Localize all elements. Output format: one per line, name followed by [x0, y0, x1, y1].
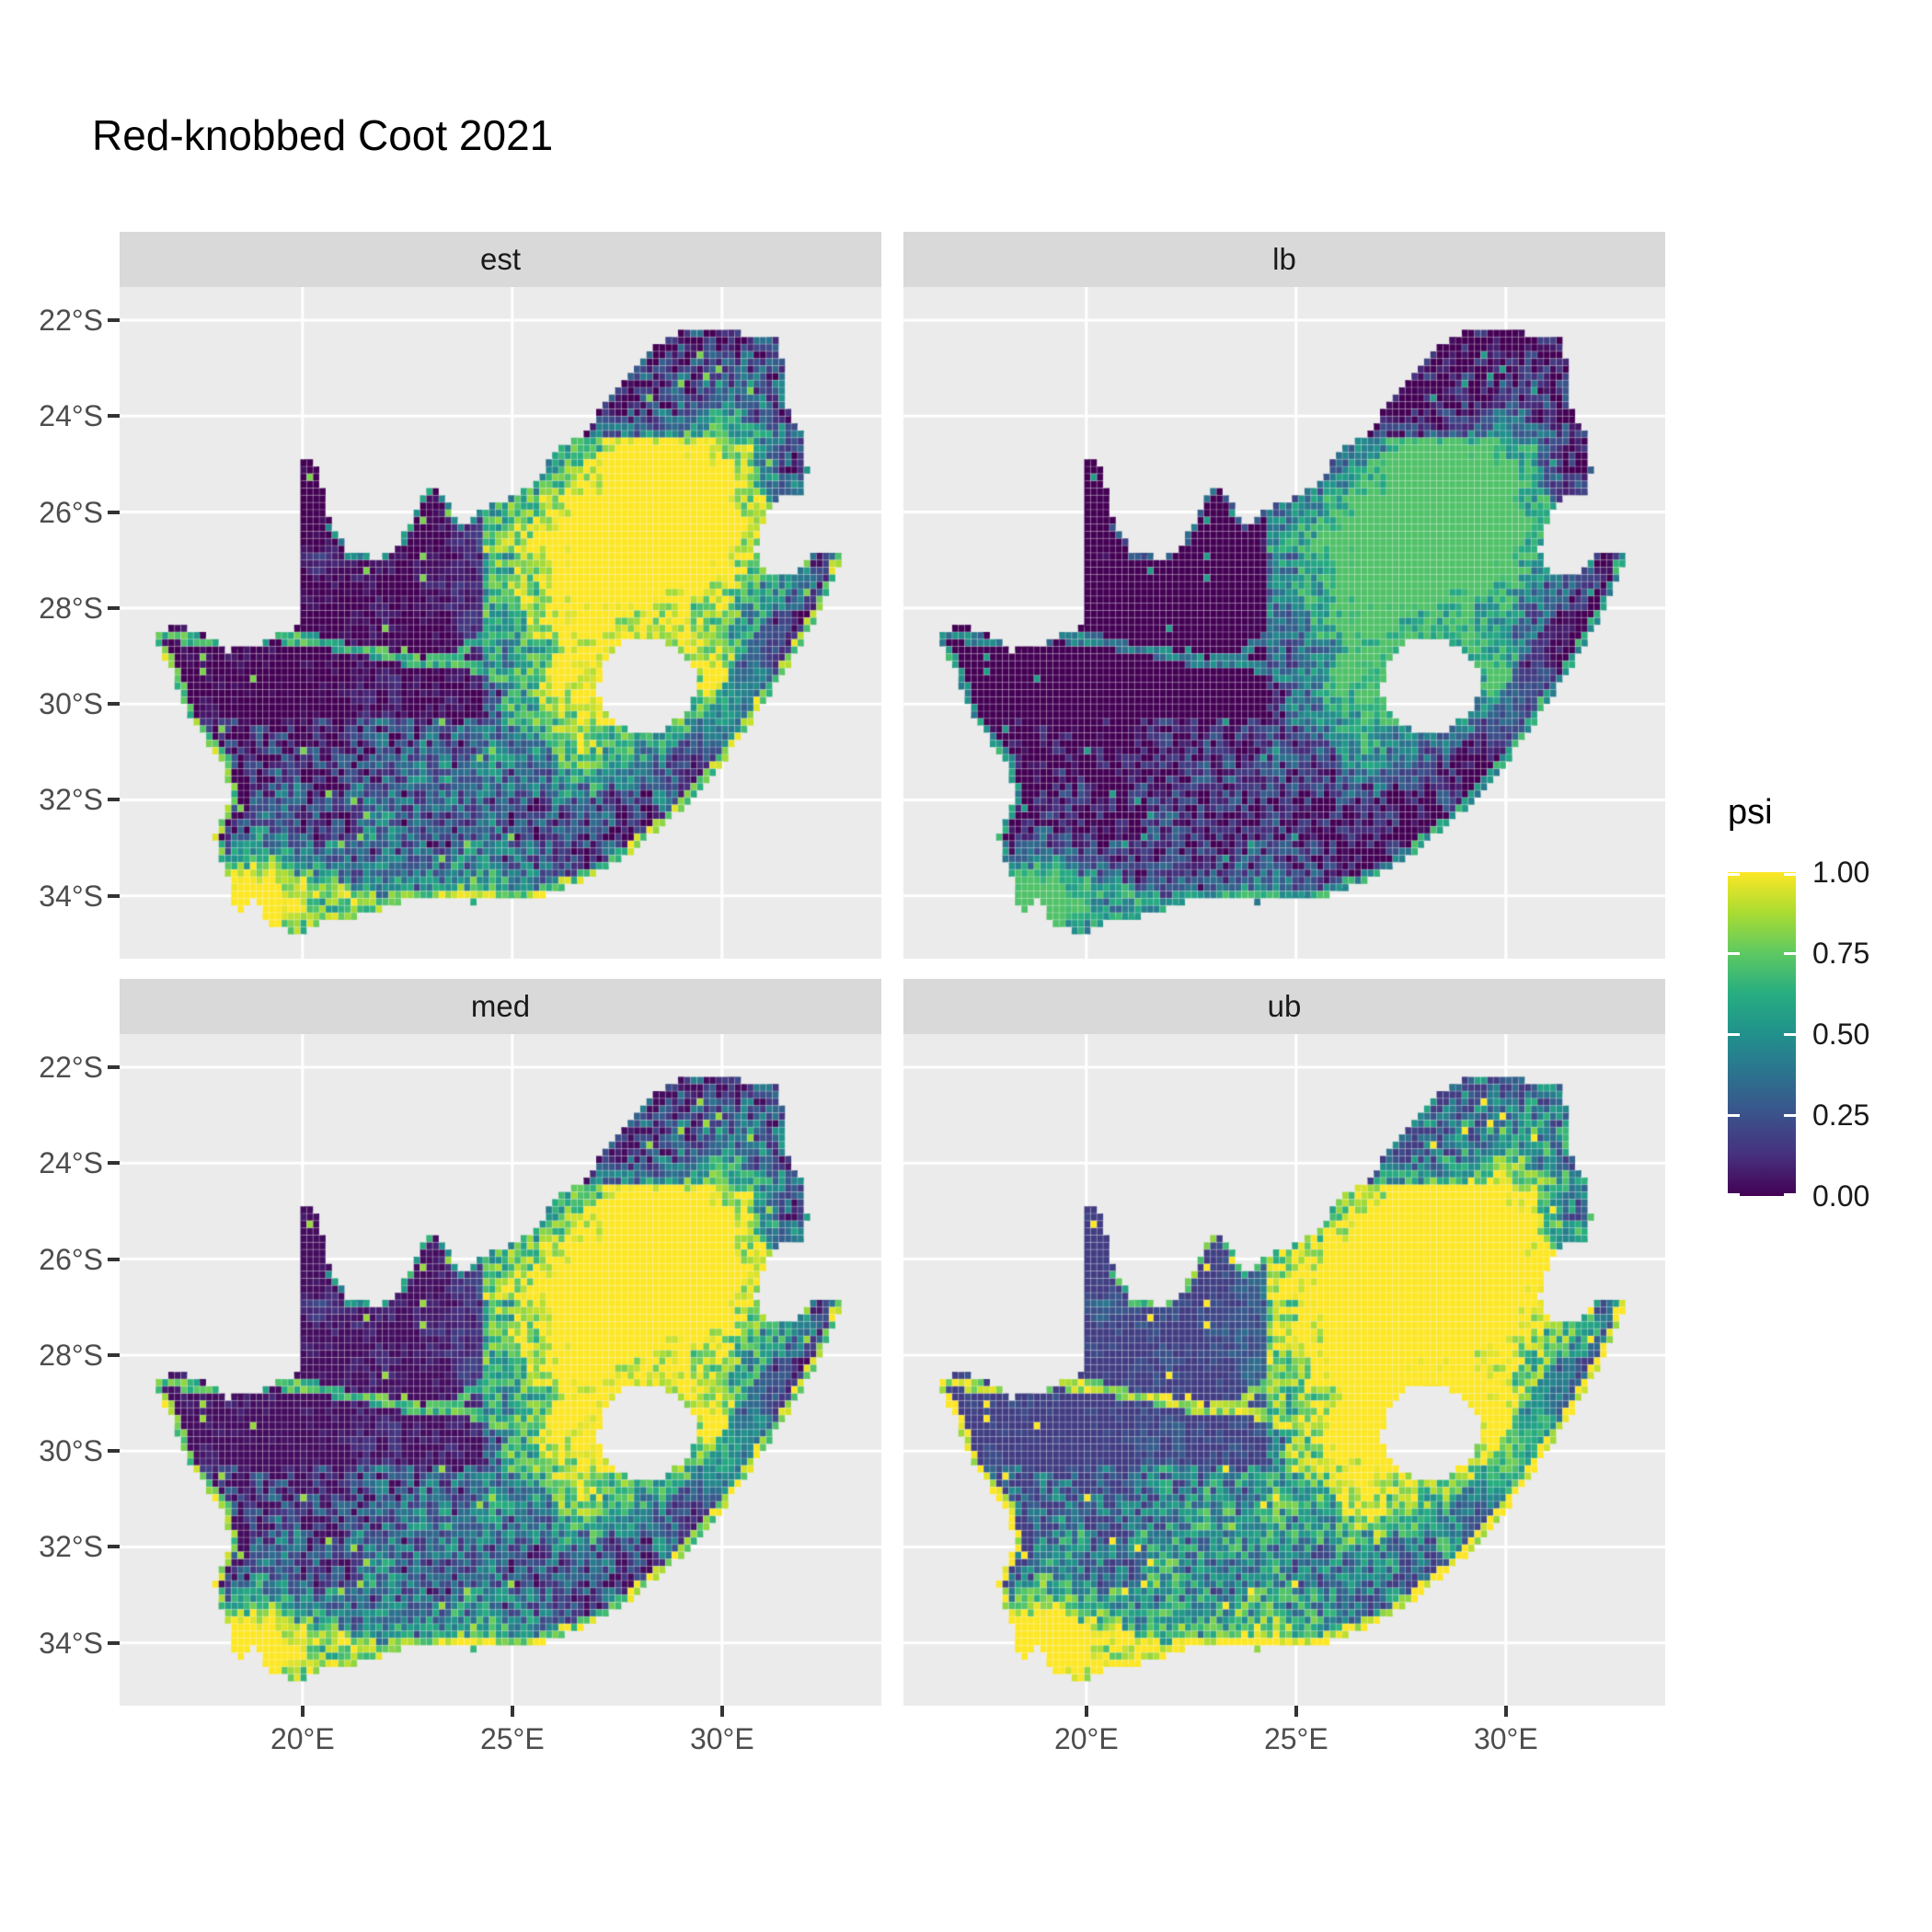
legend-value-label: 0.25 [1812, 1098, 1870, 1132]
legend-tick-mark [1728, 951, 1740, 955]
y-tick-mark [108, 1257, 120, 1261]
y-tick-label: 32°S [39, 1530, 103, 1564]
y-tick-label: 34°S [39, 1626, 103, 1660]
legend-tick-mark [1784, 872, 1796, 876]
y-tick-label: 24°S [39, 399, 103, 433]
facet-strip-lb: lb [903, 232, 1665, 287]
y-tick-mark [108, 1545, 120, 1549]
x-tick-label: 20°E [270, 1722, 335, 1755]
y-tick-mark [108, 893, 120, 898]
facet-map-ub [903, 1034, 1665, 1706]
facet-ub: ub [903, 979, 1665, 1706]
facet-strip-label: ub [1267, 989, 1302, 1023]
legend-tick-mark [1728, 872, 1740, 876]
y-tick-label: 24°S [39, 1146, 103, 1180]
y-tick-label: 26°S [39, 495, 103, 529]
facet-med: med [120, 979, 881, 1706]
y-tick-mark [108, 1352, 120, 1357]
y-tick-mark [108, 317, 120, 322]
x-tick-label: 30°E [1473, 1722, 1538, 1755]
facet-strip-est: est [120, 232, 881, 287]
y-tick-mark [108, 702, 120, 707]
x-tick-label: 25°E [479, 1722, 545, 1755]
plot-title: Red-knobbed Coot 2021 [92, 111, 554, 159]
facet-map-med [120, 1034, 881, 1706]
facet-est: est [120, 232, 881, 959]
x-tick-mark [1084, 1706, 1088, 1717]
y-tick-mark [108, 1161, 120, 1166]
legend-tick-mark [1784, 951, 1796, 955]
legend-tick-mark [1784, 1113, 1796, 1117]
facet-map-est [120, 287, 881, 959]
y-tick-label: 28°S [39, 591, 103, 625]
x-tick-label: 25°E [1263, 1722, 1328, 1755]
legend-tick-mark [1784, 1032, 1796, 1036]
facet-strip-label: med [470, 989, 531, 1023]
y-tick-mark [108, 510, 120, 514]
y-tick-mark [108, 1064, 120, 1069]
legend-value-label: 0.00 [1812, 1179, 1870, 1213]
facet-map-lb [903, 287, 1665, 959]
y-tick-mark [108, 414, 120, 419]
legend-colorbar [1728, 872, 1796, 1196]
legend-value-label: 0.50 [1812, 1018, 1870, 1051]
x-tick-mark [510, 1706, 514, 1717]
x-tick-mark [300, 1706, 305, 1717]
x-tick-label: 20°E [1053, 1722, 1119, 1755]
facet-strip-med: med [120, 979, 881, 1034]
y-tick-mark [108, 605, 120, 610]
legend-value-label: 0.75 [1812, 937, 1870, 970]
y-tick-label: 22°S [39, 303, 103, 337]
legend-tick-mark [1728, 1192, 1740, 1196]
y-tick-label: 26°S [39, 1242, 103, 1276]
y-tick-label: 34°S [39, 879, 103, 913]
legend-title: psi [1728, 793, 1773, 832]
legend-value-label: 1.00 [1812, 856, 1870, 889]
facet-lb: lb [903, 232, 1665, 959]
legend-tick-mark [1784, 1192, 1796, 1196]
x-tick-mark [1294, 1706, 1298, 1717]
y-tick-label: 30°S [39, 1434, 103, 1468]
y-tick-mark [108, 1449, 120, 1454]
y-tick-label: 32°S [39, 783, 103, 817]
x-tick-mark [719, 1706, 724, 1717]
facet-strip-label: lb [1272, 242, 1296, 276]
x-tick-mark [1503, 1706, 1508, 1717]
x-tick-label: 30°E [689, 1722, 754, 1755]
facet-strip-label: est [479, 242, 522, 276]
facet-strip-ub: ub [903, 979, 1665, 1034]
y-tick-mark [108, 1640, 120, 1645]
y-tick-label: 28°S [39, 1338, 103, 1372]
legend-tick-mark [1728, 1032, 1740, 1036]
y-tick-label: 22°S [39, 1050, 103, 1084]
legend-tick-mark [1728, 1113, 1740, 1117]
y-tick-mark [108, 798, 120, 802]
y-tick-label: 30°S [39, 687, 103, 721]
